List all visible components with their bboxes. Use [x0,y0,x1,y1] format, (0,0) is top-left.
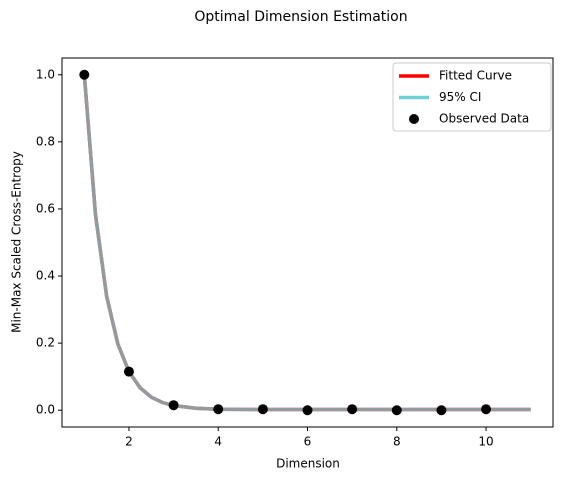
legend-box [392,62,552,132]
y-axis-label: Min-Max Scaled Cross-Entropy [10,151,24,333]
legend-label: Fitted Curve [439,69,512,83]
y-tick-label: 1.0 [36,67,55,81]
plot-frame [61,57,554,428]
x-tick-label: 2 [125,435,133,449]
legend-label: Observed Data [439,112,529,126]
line [82,74,531,412]
legend-label: 95% CI [439,90,481,104]
point [347,404,358,415]
point [123,366,134,377]
point [302,405,313,416]
point [436,405,447,416]
y-tick-label: 0.4 [36,269,55,283]
point [213,404,224,415]
x-tick-label: 6 [304,435,312,449]
point [79,69,90,80]
chart-title: Optimal Dimension Estimation [194,9,407,25]
point [168,400,179,411]
point [257,404,268,415]
point [481,404,492,415]
point [391,405,402,416]
x-tick-label: 8 [393,435,401,449]
x-axis-label: Dimension [276,457,340,471]
x-tick-label: 4 [214,435,222,449]
x-tick-label: 10 [478,435,493,449]
y-tick-label: 0.2 [36,336,55,350]
y-tick-label: 0.8 [36,134,55,148]
legend-marker [409,114,419,124]
y-tick-label: 0.6 [36,201,55,215]
y-tick-label: 0.0 [36,403,55,417]
